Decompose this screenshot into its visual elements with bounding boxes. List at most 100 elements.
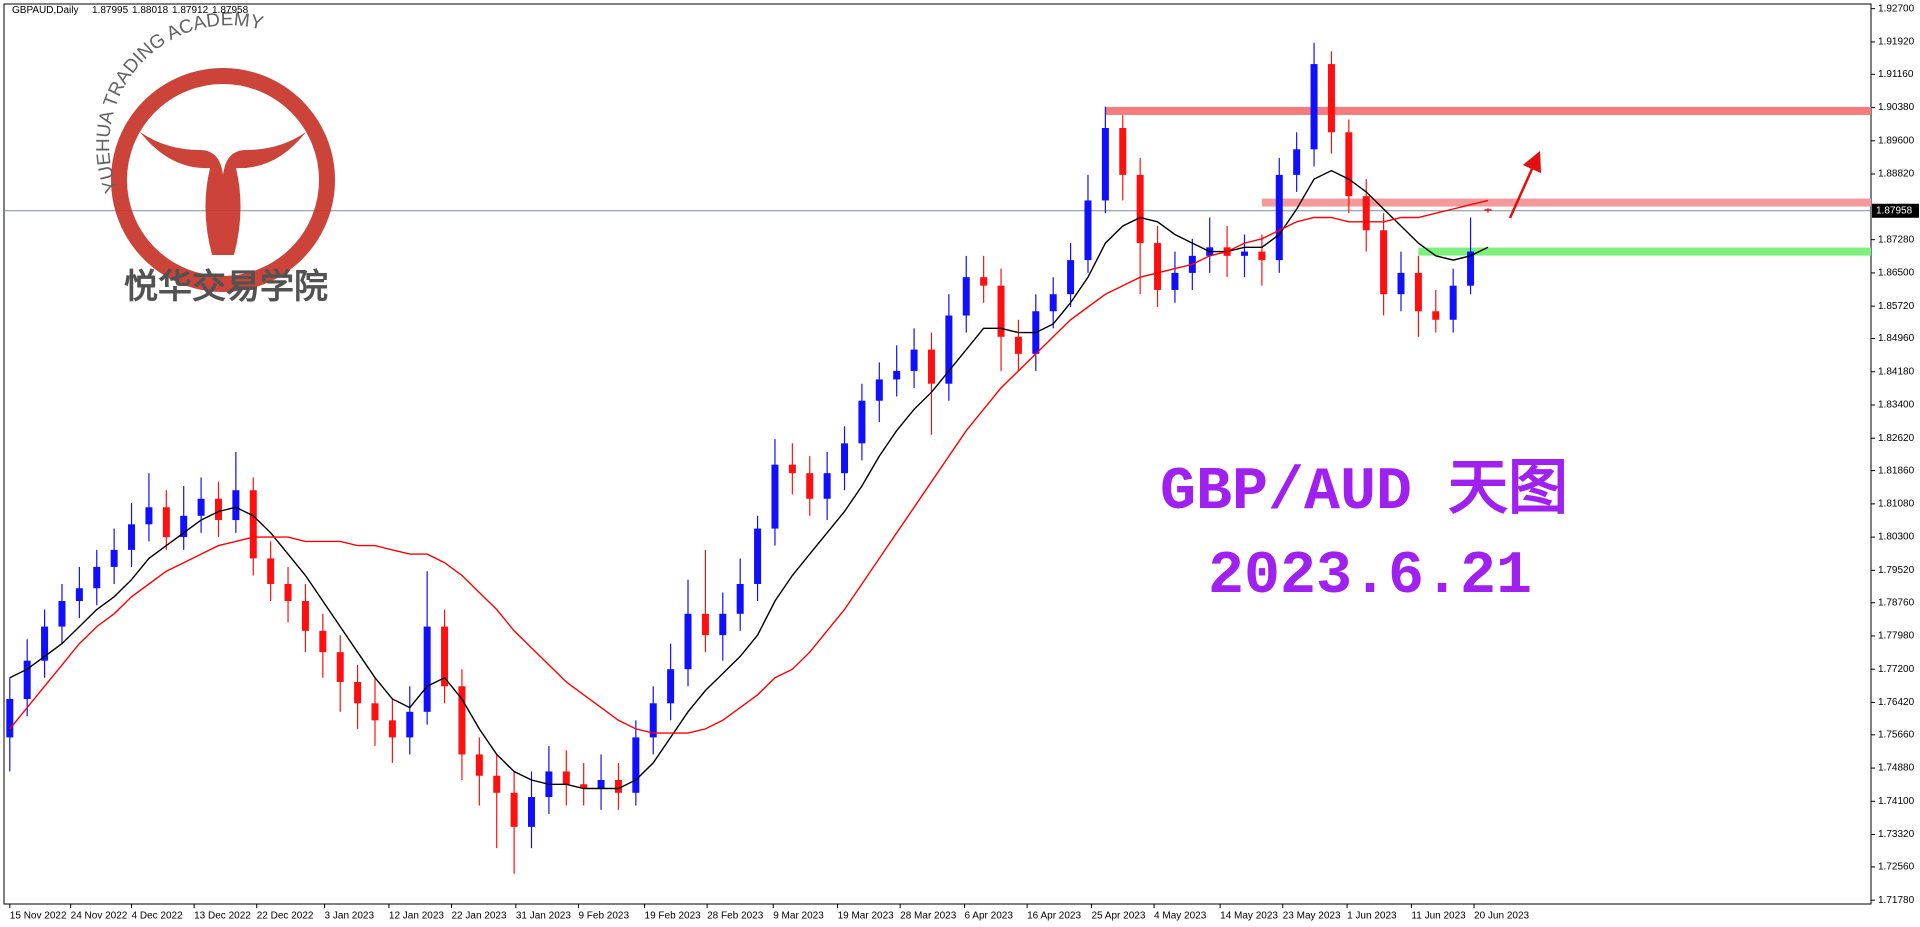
candle-body: [580, 784, 588, 789]
candle-body: [493, 775, 501, 793]
candle-body: [1101, 128, 1109, 201]
candle-body: [823, 473, 831, 499]
x-tick-label: 1 Jun 2023: [1347, 911, 1397, 922]
y-tick-label: 1.78760: [1878, 597, 1915, 608]
x-tick-label: 4 May 2023: [1154, 911, 1207, 922]
price-tag-bg: [1872, 203, 1919, 218]
zone: [1418, 247, 1871, 256]
candle-body: [962, 277, 970, 316]
x-tick-label: 31 Jan 2023: [516, 911, 571, 922]
candle-body: [214, 498, 222, 521]
y-tick-label: 1.74100: [1878, 796, 1915, 807]
x-tick-label: 3 Jan 2023: [325, 911, 375, 922]
candle-body: [1414, 272, 1422, 312]
candle-body: [614, 779, 622, 793]
candle-body: [841, 443, 849, 474]
logo-ring: [111, 68, 335, 292]
candle-body: [1397, 272, 1405, 295]
arrow: [1508, 150, 1542, 219]
axes: 1.92700 1.91920 1.91160 1.90380 1.89600 1.888…: [9, 3, 1919, 922]
header-high: 1.88018: [132, 5, 169, 16]
candle-body: [423, 626, 431, 712]
candle-body: [180, 515, 188, 538]
x-tick-label: 16 Apr 2023: [1027, 911, 1081, 922]
candle-body: [128, 524, 136, 550]
x-tick-label: 6 Apr 2023: [965, 911, 1014, 922]
zone: [1261, 198, 1871, 207]
candle-body: [1014, 336, 1022, 354]
y-tick-label: 1.76420: [1878, 697, 1915, 708]
candle-body: [232, 490, 240, 521]
candle-body: [510, 792, 518, 827]
y-tick-label: 1.84960: [1878, 333, 1915, 344]
candle-body: [736, 583, 744, 614]
candle-body: [597, 779, 605, 789]
y-tick-label: 1.81080: [1878, 498, 1915, 509]
candle-body: [667, 669, 675, 704]
candle-body: [110, 549, 118, 567]
candle-body: [441, 626, 449, 687]
candle-body: [1327, 64, 1335, 133]
candle-body: [1275, 174, 1283, 261]
y-tick-label: 1.72560: [1878, 862, 1915, 873]
candle-body: [771, 464, 779, 529]
candle-body: [754, 528, 762, 584]
candle-body: [6, 699, 14, 738]
candle-body: [1136, 174, 1144, 244]
x-tick-label: 12 Jan 2023: [389, 911, 444, 922]
zone: [1105, 106, 1871, 115]
candle-body: [1432, 311, 1440, 320]
candle-body: [267, 558, 275, 584]
y-tick-label: 1.77980: [1878, 631, 1915, 642]
x-tick-label: 23 May 2023: [1283, 911, 1341, 922]
candle-body: [893, 370, 901, 380]
candle-body: [1293, 149, 1301, 175]
y-tick-label: 1.86500: [1878, 268, 1915, 279]
y-tick-label: 1.85720: [1878, 301, 1915, 312]
candle-body: [75, 588, 83, 602]
price-tag: 1.87958: [1876, 205, 1913, 216]
candle-body: [93, 566, 101, 589]
candle-body: [354, 681, 362, 704]
logo-mark: [140, 132, 306, 255]
candle-body: [997, 285, 1005, 337]
candle-body: [927, 349, 935, 384]
logo-text-cn: 悦华交易学院: [124, 267, 328, 306]
y-tick-label: 1.92700: [1878, 3, 1915, 14]
moving-average: [9, 199, 1489, 734]
y-tick-label: 1.81860: [1878, 465, 1915, 476]
y-tick-label: 1.91160: [1878, 69, 1914, 80]
y-tick-label: 1.87280: [1878, 234, 1915, 245]
candle-body: [719, 613, 727, 636]
candle-body: [388, 720, 396, 738]
candle-body: [371, 703, 379, 721]
candle-body: [284, 583, 292, 602]
candle-body: [528, 797, 535, 827]
header-symbol: GBPAUD,Daily: [12, 5, 79, 16]
candle-body: [1240, 251, 1248, 256]
header-low: 1.87912: [172, 5, 209, 16]
y-tick-label: 1.79520: [1878, 565, 1915, 576]
candle-body: [336, 652, 344, 682]
y-tick-label: 1.73320: [1878, 829, 1915, 840]
header-close: 1.87958: [212, 5, 249, 16]
y-tick-label: 1.71780: [1878, 895, 1915, 906]
moving-averages: [9, 169, 1489, 790]
x-tick-label: 13 Dec 2022: [194, 911, 251, 922]
candle-body: [684, 613, 692, 670]
x-tick-label: 14 May 2023: [1220, 911, 1278, 922]
candle-body: [1484, 209, 1492, 211]
candle-body: [701, 613, 709, 636]
candle-body: [1171, 272, 1179, 290]
candle-body: [458, 686, 466, 755]
y-tick-label: 1.88820: [1878, 169, 1915, 180]
candle-body: [197, 498, 205, 516]
candle-body: [1380, 230, 1388, 295]
candle-body: [1084, 200, 1092, 261]
y-tick-label: 1.89600: [1878, 135, 1915, 146]
candle-body: [1310, 64, 1318, 150]
candle-body: [945, 315, 953, 384]
candle-body: [406, 711, 414, 738]
candle-body: [649, 703, 657, 738]
